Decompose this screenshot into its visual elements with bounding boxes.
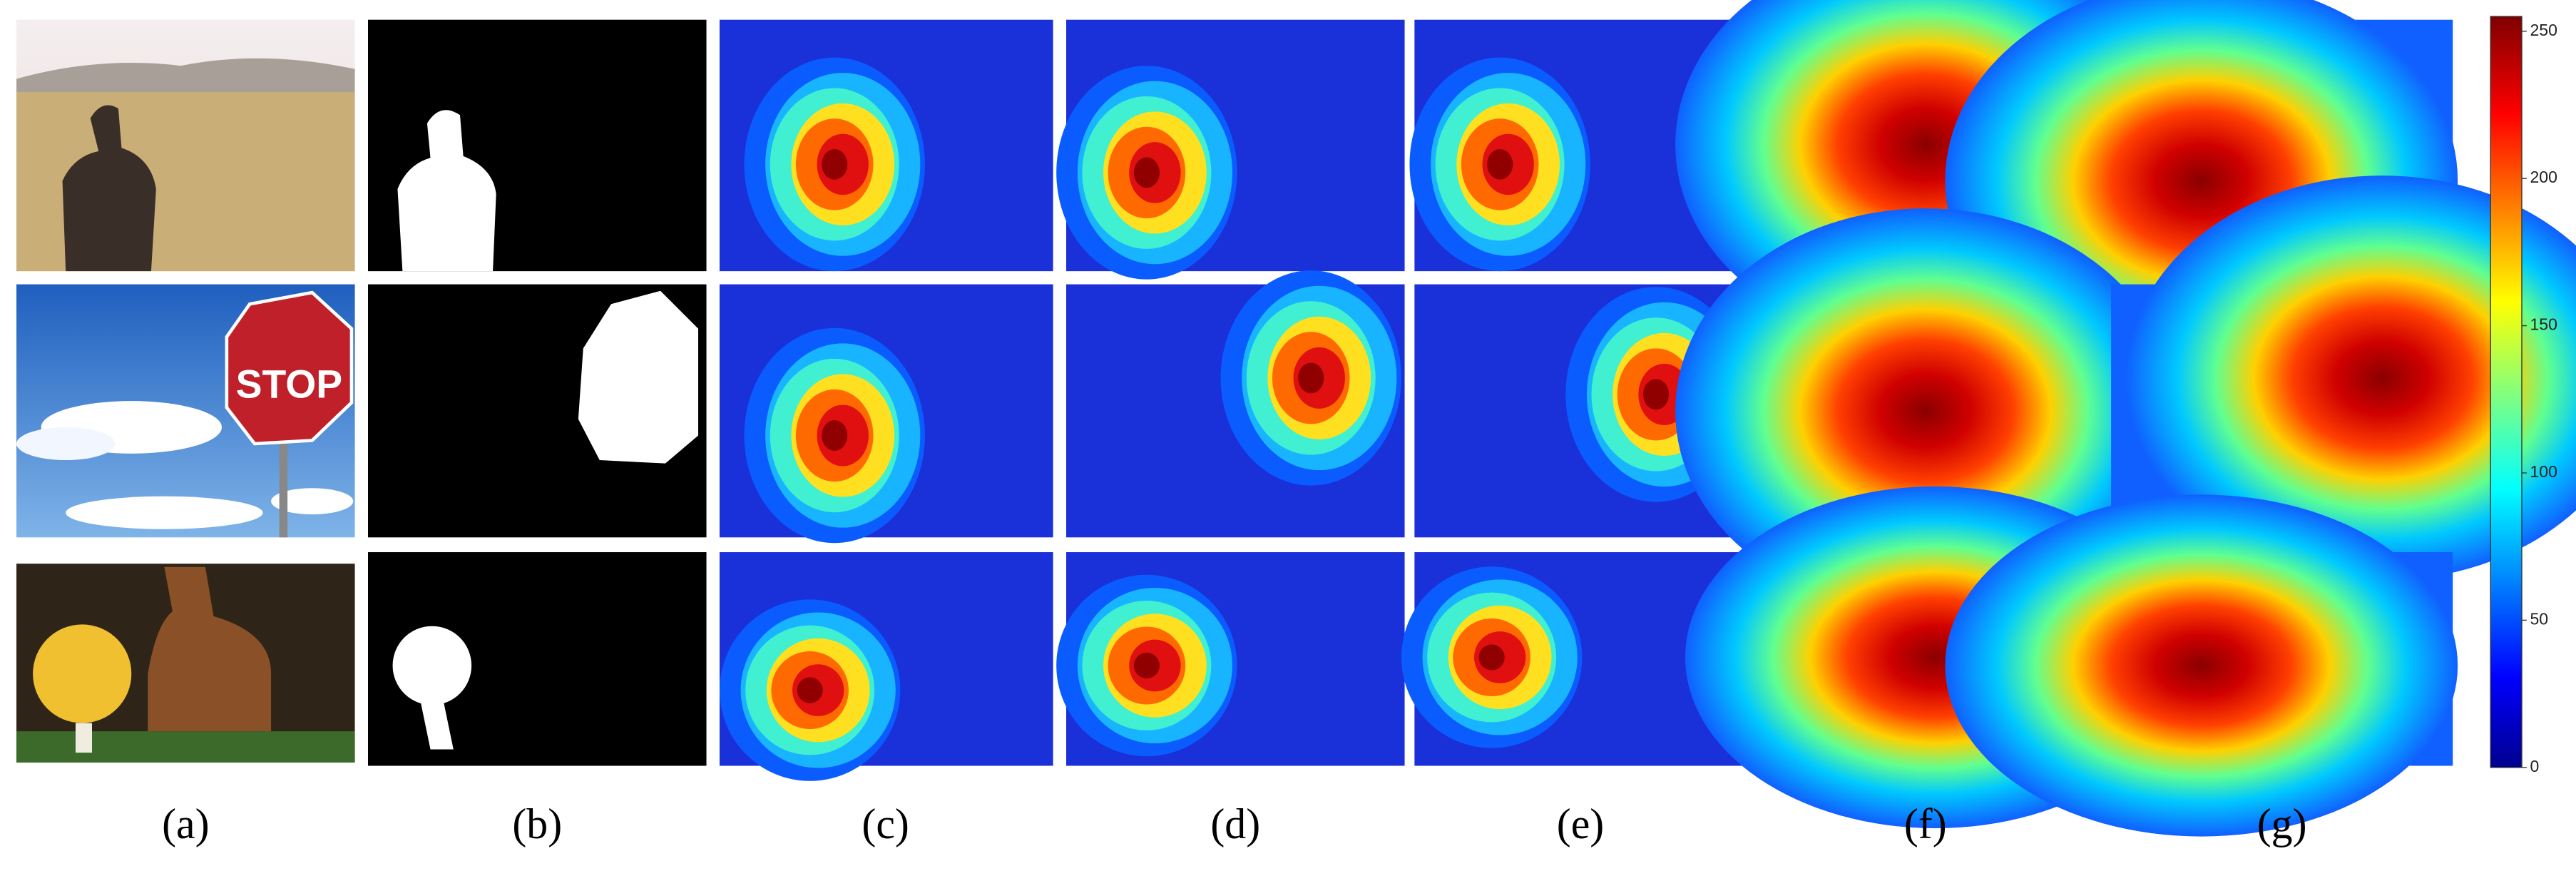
photo-row-3 (16, 564, 355, 763)
sign-text: STOP (236, 362, 342, 407)
gaussian-map (1945, 494, 2458, 837)
map-region (1487, 149, 1513, 180)
map-region (1642, 379, 1670, 410)
saliency-map (1056, 19, 1405, 280)
panel-label: (c) (862, 800, 909, 847)
colorbar-tick-label: 150 (2530, 315, 2557, 334)
colorbar (2490, 16, 2523, 768)
saliency-map (719, 19, 1053, 272)
panel-label: (g) (2257, 800, 2307, 847)
colorbar-tick-label: 50 (2530, 609, 2549, 628)
panel-label: (d) (1210, 800, 1260, 847)
photo-row-2: STOP (16, 284, 355, 538)
map-region (822, 419, 848, 452)
colorbar-tick-label: 100 (2530, 462, 2557, 481)
map-region (1133, 652, 1160, 679)
panel-label: (f) (1904, 800, 1947, 847)
panel-label: (e) (1557, 800, 1604, 847)
saliency-map (719, 552, 1053, 781)
panel-label: (b) (512, 800, 562, 847)
map-region (822, 149, 848, 180)
gaussian-map (2125, 175, 2576, 581)
map-region (1298, 362, 1324, 394)
photo-row-1 (16, 19, 355, 272)
map-region (1478, 644, 1505, 671)
saliency-map (719, 284, 1053, 544)
panel-label: (a) (162, 800, 209, 847)
saliency-maps (719, 0, 2576, 837)
saliency-map (2111, 175, 2576, 581)
saliency-map (1945, 494, 2458, 837)
saliency-map (1409, 19, 1748, 272)
colorbar-tick-label: 250 (2530, 21, 2557, 39)
map-region (1133, 157, 1160, 188)
mask-row-2 (368, 284, 707, 538)
mask-row-1 (368, 19, 707, 272)
saliency-map (1401, 552, 1748, 766)
saliency-map (1056, 552, 1405, 766)
colorbar-tick-label: 0 (2530, 757, 2540, 775)
saliency-map (1066, 270, 1405, 538)
map-region (797, 677, 823, 703)
mask-row-3 (368, 552, 707, 766)
colorbar-tick-label: 200 (2530, 168, 2557, 186)
